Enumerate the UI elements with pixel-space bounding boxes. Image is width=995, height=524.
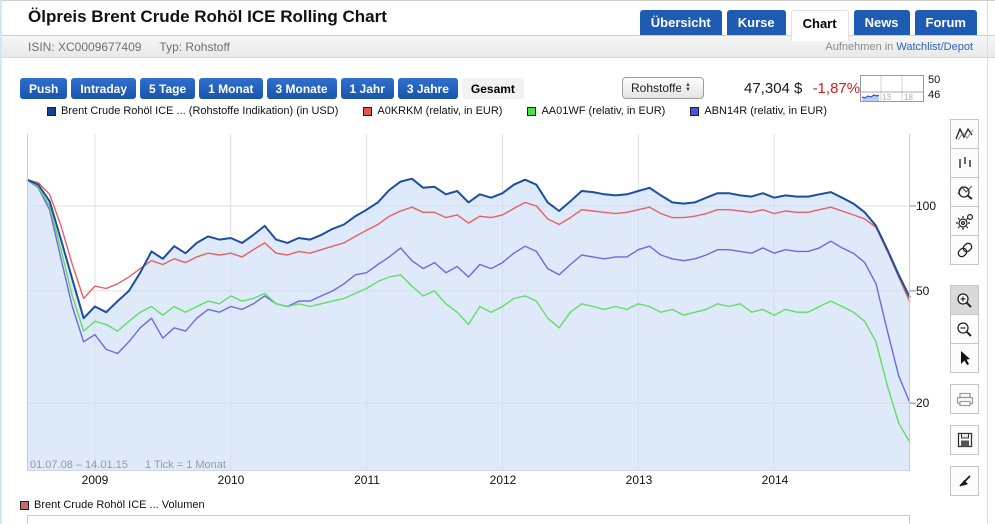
range-3jahre-button[interactable]: 3 Jahre — [397, 78, 458, 99]
save-chart-button[interactable] — [950, 425, 979, 455]
printer-icon — [956, 392, 973, 406]
chart-toolbar — [950, 119, 979, 496]
range-1jahr-button[interactable]: 1 Jahr — [340, 78, 394, 99]
paperclip-icon — [957, 242, 972, 258]
mini-chart-widget[interactable]: 13 18 — [860, 75, 924, 107]
watchlist-prefix: Aufnehmen in — [825, 40, 894, 53]
zoom-out-icon — [957, 321, 972, 337]
bar-chart-type-button[interactable] — [950, 148, 979, 178]
instrument-select[interactable]: Rohstoffe Indikation ▲▼ — [622, 77, 704, 99]
range-intraday-button[interactable]: Intraday — [71, 78, 137, 99]
zoom-in-icon — [957, 292, 972, 308]
gears-icon — [955, 213, 973, 230]
tab-chart[interactable]: Chart — [790, 10, 849, 41]
range-gesamt-button[interactable]: Gesamt — [461, 78, 524, 99]
range-5tage-button[interactable]: 5 Tage — [140, 78, 196, 99]
chart-analysis-button[interactable] — [950, 177, 979, 207]
mini-tick-2: 18 — [904, 93, 913, 102]
line-chart-type-button[interactable] — [950, 119, 979, 149]
chart-link-button[interactable] — [950, 235, 979, 265]
legend-item-aa01wf: AA01WF (relativ, in EUR) — [527, 105, 665, 117]
tab-kurse[interactable]: Kurse — [726, 10, 786, 35]
watchlist-link[interactable]: Watchlist/Depot — [896, 40, 973, 53]
bar-chart-icon — [958, 157, 971, 168]
range-button-row: Push Intraday 5 Tage 1 Monat 3 Monate 1 … — [20, 78, 524, 99]
collapse-chart-button[interactable] — [950, 466, 979, 496]
save-icon — [957, 432, 972, 448]
range-1monat-button[interactable]: 1 Monat — [199, 78, 263, 99]
range-3monate-button[interactable]: 3 Monate — [266, 78, 337, 99]
chart-legend: Brent Crude Rohöl ICE ... (Rohstoffe Ind… — [47, 105, 827, 117]
legend-label-brent: Brent Crude Rohöl ICE ... (Rohstoffe Ind… — [61, 105, 339, 117]
x-axis-label-2014: 2014 — [761, 473, 789, 487]
isin-value: ISIN: XC0009677409 — [28, 39, 142, 54]
mini-sparkline: 13 18 — [860, 75, 924, 102]
legend-swatch-aa01wf — [527, 106, 537, 116]
mini-tick-1: 13 — [882, 93, 891, 102]
line-chart-icon — [955, 127, 974, 141]
typ-value: Typ: Rohstoff — [159, 39, 230, 54]
legend-item-brent: Brent Crude Rohöl ICE ... (Rohstoffe Ind… — [47, 105, 338, 117]
page-title: Ölpreis Brent Crude Rohöl ICE Rolling Ch… — [28, 7, 387, 26]
tab-news[interactable]: News — [853, 10, 910, 35]
print-chart-button[interactable] — [950, 384, 979, 414]
mini-chart-high: 50 — [928, 74, 941, 86]
volume-legend: Brent Crude Rohöl ICE ... Volumen — [20, 499, 205, 511]
tab-bar: Übersicht Kurse Chart News Forum — [639, 10, 977, 41]
quote: 47,304 $ -1,87% — [744, 80, 860, 97]
quote-change: -1,87% — [812, 80, 861, 97]
instrument-select-value: Rohstoffe Indikation — [631, 81, 681, 95]
chart-date-range: 01.07.08 – 14.01.15 — [30, 459, 128, 471]
legend-label-a0krkm: A0KRKM (relativ, in EUR) — [377, 105, 503, 117]
chart-tick-info: 1 Tick = 1 Monat — [144, 459, 226, 471]
select-stepper-icon: ▲ ▼ — [685, 82, 691, 93]
cursor-arrow-icon — [960, 351, 970, 365]
collapse-arrows-icon — [958, 475, 971, 487]
zoom-in-button[interactable] — [950, 285, 979, 315]
cursor-mode-button[interactable] — [950, 343, 979, 373]
legend-label-aa01wf: AA01WF (relativ, in EUR) — [541, 105, 666, 117]
y-axis-label-20: 20 — [916, 396, 930, 410]
volume-chart-panel[interactable] — [27, 515, 910, 524]
legend-swatch-brent — [47, 106, 56, 116]
x-axis-label-2013: 2013 — [625, 473, 653, 487]
legend-item-a0krkm: A0KRKM (relativ, in EUR) — [363, 105, 502, 117]
tab-uebersicht[interactable]: Übersicht — [639, 10, 722, 35]
tab-forum[interactable]: Forum — [914, 10, 977, 35]
x-axis-label-2009: 2009 — [81, 473, 109, 487]
y-axis-label-100: 100 — [916, 199, 937, 213]
x-axis-label-2011: 2011 — [354, 473, 380, 487]
legend-item-abn14r: ABN14R (relativ, in EUR) — [690, 105, 827, 117]
x-axis-label-2012: 2012 — [489, 473, 517, 487]
x-axis-label-2010: 2010 — [217, 473, 245, 487]
chart-range-info: 01.07.08 – 14.01.15 1 Tick = 1 Monat — [30, 459, 240, 471]
range-push-button[interactable]: Push — [20, 78, 68, 99]
quote-price: 47,304 $ — [744, 80, 803, 97]
volume-legend-label: Brent Crude Rohöl ICE ... Volumen — [34, 499, 205, 511]
price-chart-plot[interactable] — [26, 134, 916, 471]
legend-swatch-abn14r — [690, 106, 700, 116]
mini-chart-low: 46 — [928, 89, 941, 101]
chart-settings-button[interactable] — [950, 206, 979, 236]
legend-label-abn14r: ABN14R (relativ, in EUR) — [704, 105, 828, 117]
volume-legend-swatch — [20, 500, 29, 510]
zoom-out-button[interactable] — [950, 314, 979, 344]
magnifier-chart-icon — [957, 185, 973, 200]
y-axis-label-50: 50 — [916, 284, 930, 298]
isin-bar: ISIN: XC0009677409 Typ: Rohstoff Aufnehm… — [2, 35, 995, 58]
legend-swatch-a0krkm — [363, 106, 373, 116]
